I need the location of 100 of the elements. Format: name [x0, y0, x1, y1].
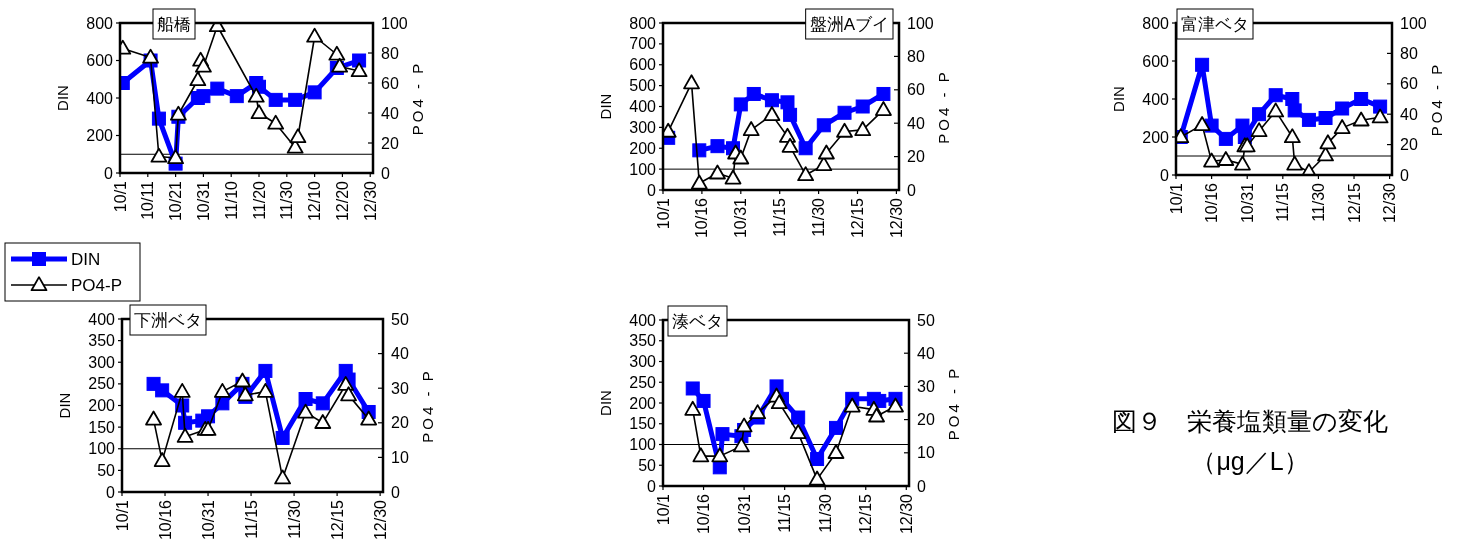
y-tick-label: 0 — [647, 181, 657, 199]
y2-axis-title: PO4 - P — [935, 69, 952, 144]
y2-tick-label: 20 — [907, 148, 925, 166]
y-tick-label: 800 — [1142, 14, 1170, 32]
y-tick-label: 200 — [629, 139, 657, 157]
y-tick-label: 100 — [629, 160, 657, 178]
x-tick-label: 10/1 — [111, 180, 129, 213]
y-tick-label: 200 — [1142, 128, 1170, 146]
y-tick-label: 300 — [629, 353, 657, 370]
x-tick-label: 11/30 — [1309, 182, 1327, 222]
x-tick-label: 10/31 — [735, 493, 753, 535]
y-axis-title: DIN — [54, 85, 71, 111]
y-tick-label: 600 — [1142, 52, 1170, 70]
y2-tick-label: 0 — [391, 483, 400, 501]
y2-tick-label: 0 — [1400, 166, 1409, 184]
x-tick-label: 11/15 — [242, 499, 260, 539]
x-tick-label: 10/1 — [654, 493, 672, 526]
y-tick-label: 100 — [88, 440, 116, 458]
y2-tick-label: 30 — [917, 377, 935, 395]
y2-tick-label: 60 — [381, 74, 399, 92]
y2-tick-label: 60 — [1400, 75, 1418, 93]
y2-tick-label: 50 — [391, 310, 409, 328]
y2-tick-label: 0 — [917, 477, 926, 495]
chart-title: 富津ベタ — [1181, 14, 1249, 34]
x-tick-label: 12/30 — [887, 197, 905, 239]
y-axis-title: DIN — [597, 93, 614, 120]
chart-title: 船橋 — [157, 14, 191, 34]
y2-tick-label: 30 — [391, 379, 409, 397]
y2-axis-title: PO4 - P — [1428, 61, 1445, 137]
chart-title: 湊ベタ — [672, 311, 723, 331]
y-tick-label: 0 — [104, 164, 114, 182]
x-tick-label: 11/15 — [776, 493, 794, 533]
y-tick-label: 800 — [629, 14, 657, 32]
x-tick-label: 11/30 — [816, 493, 834, 533]
y2-tick-label: 100 — [907, 14, 934, 32]
chart-title: 下洲ベタ — [134, 310, 202, 330]
text: （μg／L） — [1191, 447, 1309, 475]
y-tick-label: 50 — [97, 461, 116, 479]
y-tick-label: 300 — [88, 353, 116, 371]
x-tick-label: 10/1 — [654, 197, 672, 230]
x-tick-label: 10/1 — [1167, 182, 1185, 215]
x-tick-label: 12/30 — [361, 180, 379, 222]
x-tick-label: 12/15 — [1345, 182, 1363, 224]
x-tick-label: 12/15 — [328, 499, 346, 541]
y-tick-label: 600 — [629, 56, 657, 74]
x-tick-label: 10/16 — [1203, 182, 1221, 224]
y2-axis-title: PO4 - P — [419, 368, 436, 443]
y-tick-label: 150 — [88, 418, 116, 436]
x-tick-label: 10/31 — [732, 197, 750, 239]
x-tick-label: 12/15 — [849, 197, 867, 239]
y2-tick-label: 80 — [1400, 44, 1418, 62]
y2-tick-label: 20 — [381, 134, 399, 152]
x-tick-label: 12/15 — [857, 493, 875, 535]
y-tick-label: 250 — [88, 375, 116, 393]
y-tick-label: 0 — [1160, 166, 1170, 184]
y2-tick-label: 100 — [381, 14, 408, 32]
y-tick-label: 500 — [629, 77, 657, 95]
x-tick-label: 11/30 — [810, 197, 828, 237]
y-tick-label: 0 — [647, 477, 657, 495]
y2-axis-title: PO4 - P — [945, 365, 962, 441]
x-tick-label: 11/20 — [250, 180, 268, 220]
x-tick-label: 10/16 — [695, 493, 713, 535]
y2-tick-label: 80 — [907, 47, 925, 65]
y-tick-label: 200 — [629, 394, 657, 412]
y2-tick-label: 10 — [917, 444, 935, 462]
caption: 図９ 栄養塩類量の変化 — [1112, 407, 1388, 435]
y-tick-label: 50 — [638, 456, 657, 474]
y-axis-title: DIN — [597, 390, 614, 416]
y-axis-title: DIN — [1110, 86, 1127, 112]
y2-tick-label: 20 — [917, 411, 935, 429]
x-tick-label: 12/20 — [333, 180, 351, 222]
y-axis-title: DIN — [56, 392, 73, 419]
y-tick-label: 250 — [629, 373, 657, 391]
x-tick-label: 10/31 — [199, 499, 217, 541]
y-tick-label: 400 — [629, 98, 657, 115]
x-tick-label: 10/31 — [1238, 182, 1256, 224]
y2-axis-title: PO4 - P — [409, 60, 426, 136]
y2-tick-label: 50 — [917, 311, 935, 329]
x-tick-label: 10/31 — [194, 180, 212, 222]
y2-tick-label: 40 — [1400, 105, 1418, 123]
y-tick-label: 300 — [629, 118, 657, 136]
y-tick-label: 800 — [86, 14, 114, 32]
x-tick-label: 12/30 — [1381, 182, 1399, 224]
y-tick-label: 400 — [88, 310, 116, 328]
x-tick-label: 11/30 — [285, 499, 303, 539]
y-tick-label: 100 — [629, 436, 657, 453]
legend-label: PO4-P — [71, 275, 123, 295]
y2-tick-label: 40 — [391, 345, 409, 363]
x-tick-label: 12/30 — [897, 493, 915, 535]
y2-tick-label: 60 — [907, 81, 925, 99]
y-tick-label: 200 — [86, 127, 114, 144]
y2-tick-label: 10 — [391, 448, 409, 466]
y2-tick-label: 0 — [381, 164, 390, 182]
y-tick-label: 350 — [88, 332, 116, 350]
y-tick-label: 150 — [629, 415, 657, 433]
y2-tick-label: 40 — [907, 114, 925, 132]
legend-label: DIN — [71, 249, 101, 269]
x-tick-label: 11/15 — [771, 197, 789, 237]
chart-title: 盤洲Aブイ — [809, 14, 889, 34]
y2-tick-label: 0 — [907, 181, 916, 199]
